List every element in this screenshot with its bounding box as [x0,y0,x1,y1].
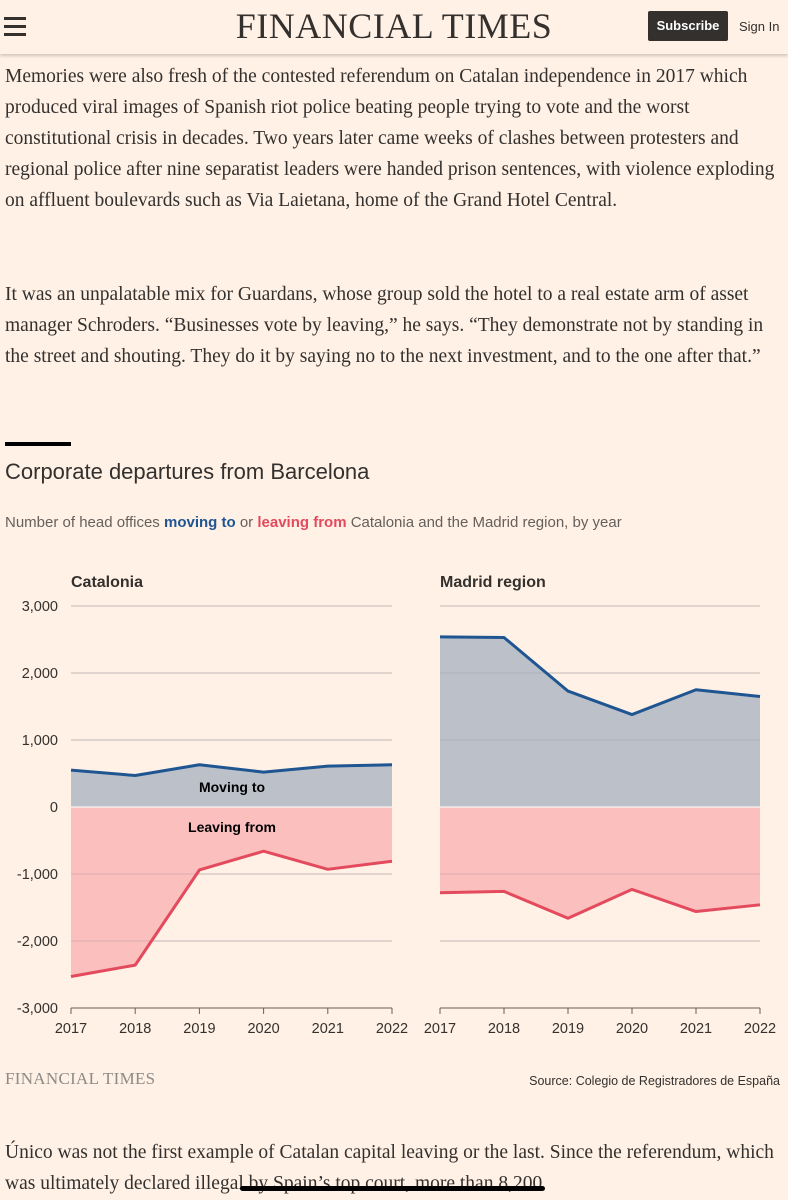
x-tick-label: 2017 [55,1021,87,1037]
x-tick-label: 2019 [552,1021,584,1037]
y-tick-label: -3,000 [17,1001,58,1017]
chart-title: Corporate departures from Barcelona [5,459,370,484]
moving-to-line [439,635,761,717]
y-tick-label: -2,000 [17,934,58,950]
hamburger-icon[interactable] [4,17,26,37]
head-offices-chart: 2017 2018 2019 2020 2021 2022 Catalonia Moving … [17,574,776,1037]
chart-source: Source: Colegio de Registradores de Espa… [529,1074,780,1088]
x-tick-label: 2020 [247,1021,279,1037]
y-tick-label: 1,000 [22,733,58,749]
subtitle-moving-to: moving to [163,514,236,531]
article-paragraph: Memories were also fresh of the conteste… [5,66,775,211]
ft-footer-logo: FINANCIAL TIMES [5,1069,156,1088]
moving-to-annotation: Moving to [199,779,265,795]
sign-in-link[interactable]: Sign In [739,19,780,34]
leaving-from-line [439,887,761,920]
article-paragraph: It was an unpalatable mix for Guardans, … [5,284,764,367]
x-tick-label: 2018 [119,1021,151,1037]
subtitle-text: Catalonia and the Madrid region, by year [346,514,622,531]
x-tick-label: 2019 [183,1021,215,1037]
panel-title: Catalonia [71,574,143,591]
leaving-from-area [71,807,392,977]
y-tick-label: -1,000 [17,867,58,883]
panel-title: Madrid region [440,574,546,591]
subtitle-text: Number of head offices [5,514,164,531]
y-tick-label: 3,000 [22,599,58,615]
x-tick-label: 2017 [424,1021,456,1037]
x-tick-label: 2022 [744,1021,776,1037]
subtitle-text: or [235,514,258,531]
home-indicator[interactable] [240,1186,545,1191]
chart-subtitle: Number of head offices moving to or leav… [5,514,622,531]
x-tick-label: 2018 [488,1021,520,1037]
subtitle-leaving-from: leaving from [257,514,347,531]
x-tick-label: 2021 [680,1021,712,1037]
x-tick-label: 2022 [376,1021,408,1037]
moving-to-area [71,764,392,807]
top-navigation-bar: FINANCIAL TIMES Subscribe Sign In [0,0,788,54]
chart-divider-bar [5,442,71,446]
leaving-from-line [70,849,393,978]
y-tick-label: 0 [50,800,58,816]
moving-to-line [70,763,393,778]
x-tick-label: 2021 [312,1021,344,1037]
leaving-from-area [440,807,760,919]
x-tick-label: 2020 [616,1021,648,1037]
moving-to-area [440,636,760,807]
y-tick-label: 2,000 [22,666,58,682]
subscribe-button[interactable]: Subscribe [648,11,728,41]
leaving-from-annotation: Leaving from [188,819,276,835]
